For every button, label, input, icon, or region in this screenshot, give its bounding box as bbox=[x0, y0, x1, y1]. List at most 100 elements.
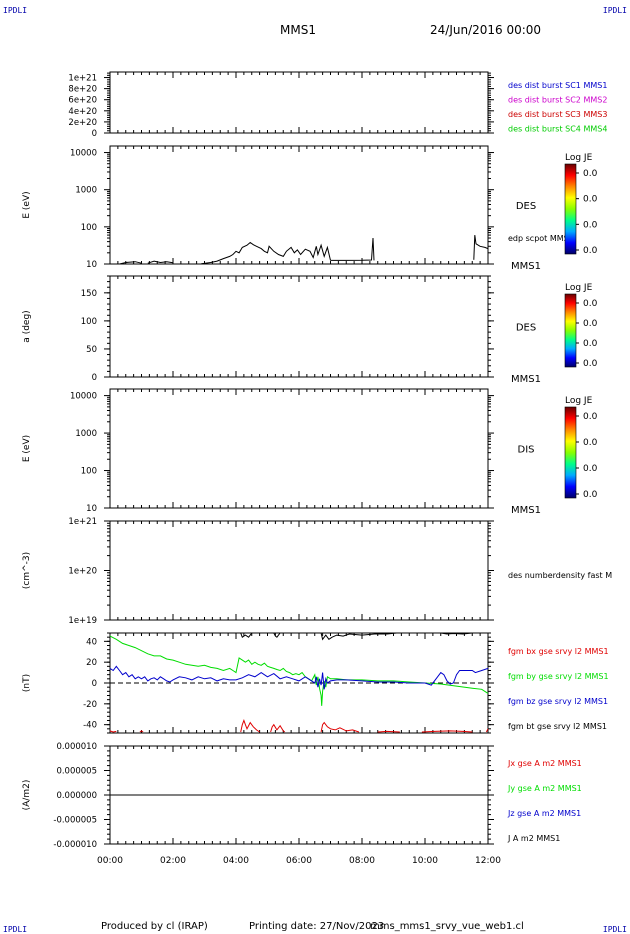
series-line bbox=[109, 665, 489, 690]
corner-mark-bottom-right: IPDLI bbox=[603, 925, 627, 934]
colorbar-title: Log JE bbox=[565, 396, 593, 406]
colorbar bbox=[564, 163, 577, 255]
legend-entry: des dist burst SC2 MMS2 bbox=[508, 96, 607, 105]
series-line bbox=[270, 723, 286, 733]
plot-frame bbox=[109, 388, 489, 509]
series-line bbox=[147, 260, 174, 264]
series-line bbox=[330, 237, 375, 261]
series-line bbox=[485, 728, 489, 733]
y-tick-label: 0.000005 bbox=[56, 767, 97, 777]
y-tick-label: 10 bbox=[86, 504, 97, 514]
series-line bbox=[201, 241, 331, 265]
colorbar-label: 0.0 bbox=[583, 319, 598, 329]
series-line bbox=[240, 632, 253, 638]
right-label: DES bbox=[516, 323, 536, 334]
legend-entry: Jy gse A m2 MMS1 bbox=[507, 784, 582, 793]
y-tick-label: 0 bbox=[92, 129, 97, 139]
series-line bbox=[109, 730, 117, 733]
colorbar-label: 0.0 bbox=[583, 464, 598, 474]
x-tick-label: 04:00 bbox=[223, 856, 249, 866]
colorbar-label: 0.0 bbox=[583, 195, 598, 205]
plot-frame bbox=[109, 275, 489, 378]
corner-mark-top-left: IPDLI bbox=[3, 6, 27, 15]
y-tick-label: 0 bbox=[92, 373, 97, 383]
series-line bbox=[440, 632, 473, 635]
footer-printing-date: Printing date: 27/Nov/2023 bbox=[249, 921, 384, 932]
legend-entry: fgm bx gse srvy l2 MMS1 bbox=[508, 647, 609, 656]
y-tick-label: 150 bbox=[81, 289, 97, 299]
colorbar bbox=[564, 293, 577, 368]
legend-entry: fgm by gse srvy l2 MMS1 bbox=[508, 672, 609, 681]
corner-mark-top-right: IPDLI bbox=[603, 6, 627, 15]
under-label: MMS1 bbox=[511, 261, 541, 272]
panel-density: 1e+19 1e+20 1e+21 (cm^-3) des numberdensity … bbox=[22, 517, 612, 626]
series-line bbox=[139, 730, 144, 733]
colorbar-label: 0.0 bbox=[583, 169, 598, 179]
y-tick-label: 20 bbox=[86, 658, 97, 668]
y-tick-label: 1000 bbox=[75, 186, 97, 196]
legend-entry: des dist burst SC1 MMS1 bbox=[508, 81, 607, 90]
y-tick-label: 100 bbox=[81, 467, 97, 477]
series-line bbox=[119, 261, 142, 265]
footer-file-name: mms_mms1_srvy_vue_web1.cl bbox=[370, 921, 524, 932]
time-axis: 00:00 02:00 04:00 06:00 08:00 10:00 12:00 bbox=[97, 856, 501, 866]
y-tick-label: 1e+20 bbox=[68, 567, 97, 577]
y-tick-label: 4e+20 bbox=[68, 107, 97, 117]
colorbar bbox=[564, 406, 577, 499]
y-axis-label: E (eV) bbox=[22, 435, 32, 462]
colorbar-label: 0.0 bbox=[583, 220, 598, 230]
legend-entry: des dist burst SC4 MMS4 bbox=[508, 125, 607, 134]
series-line bbox=[377, 730, 400, 733]
panel-des_energy: 10 100 1000 10000 E (eV) edp scpot MMS1 DES MMS… bbox=[22, 145, 598, 272]
header-date: 24/Jun/2016 00:00 bbox=[430, 23, 541, 37]
colorbar-label: 0.0 bbox=[583, 246, 598, 256]
under-label: MMS1 bbox=[511, 374, 541, 385]
y-axis-label: a (deg) bbox=[22, 310, 32, 342]
y-tick-label: -0.000005 bbox=[53, 816, 97, 826]
x-tick-label: 12:00 bbox=[475, 856, 501, 866]
y-tick-label: 100 bbox=[81, 317, 97, 327]
y-tick-label: 0.000000 bbox=[56, 791, 97, 801]
series-line bbox=[273, 632, 281, 638]
panel-dis_energy: 10 100 1000 10000 E (eV) DIS MMS1 Log JE 0.0 0.0 0… bbox=[22, 388, 598, 516]
plot-frame bbox=[109, 71, 489, 134]
x-tick-label: 00:00 bbox=[97, 856, 123, 866]
colorbar-title: Log JE bbox=[565, 283, 593, 293]
colorbar-label: 0.0 bbox=[583, 299, 598, 309]
y-tick-label: 6e+20 bbox=[68, 96, 97, 106]
x-tick-label: 10:00 bbox=[412, 856, 438, 866]
panel-fgm: -40 -20 0 20 40 (nT) fgm bx gse srvy l2 MMS1 fg… bbox=[22, 632, 609, 734]
colorbar-label: 0.0 bbox=[583, 438, 598, 448]
legend-entry: Jx gse A m2 MMS1 bbox=[507, 759, 582, 768]
y-tick-label: 0.000010 bbox=[56, 742, 97, 752]
colorbar-label: 0.0 bbox=[583, 359, 598, 369]
x-tick-label: 02:00 bbox=[160, 856, 186, 866]
y-tick-label: 10000 bbox=[70, 392, 97, 402]
y-tick-label: 40 bbox=[86, 637, 97, 647]
y-tick-label: 10 bbox=[86, 260, 97, 270]
y-axis-label: E (eV) bbox=[22, 191, 32, 218]
legend-entry: fgm bz gse srvy l2 MMS1 bbox=[508, 697, 608, 706]
y-tick-label: -0.000010 bbox=[53, 840, 97, 850]
under-label: MMS1 bbox=[511, 505, 541, 516]
legend-entry: J A m2 MMS1 bbox=[507, 834, 560, 843]
right-label: DES bbox=[516, 201, 536, 212]
series-line bbox=[240, 719, 260, 733]
y-tick-label: 1e+21 bbox=[68, 517, 97, 527]
y-axis-label: (nT) bbox=[22, 674, 32, 692]
footer-produced-by: Produced by cl (IRAP) bbox=[101, 921, 208, 932]
series-line bbox=[320, 721, 360, 733]
series-line bbox=[320, 632, 397, 641]
plot-frame bbox=[109, 520, 489, 621]
y-tick-label: -20 bbox=[83, 700, 97, 710]
plot-frame bbox=[109, 145, 489, 265]
colorbar-label: 0.0 bbox=[583, 339, 598, 349]
legend-entry: des numberdensity fast M bbox=[508, 571, 612, 580]
x-tick-label: 08:00 bbox=[349, 856, 375, 866]
colorbar-label: 0.0 bbox=[583, 412, 598, 422]
panel-current: -0.000010 -0.000005 0.000000 0.000005 0.0000… bbox=[22, 742, 582, 850]
y-tick-label: 10000 bbox=[70, 149, 97, 159]
